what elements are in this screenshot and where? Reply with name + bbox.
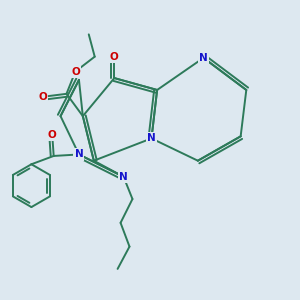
Text: N: N [199, 53, 208, 63]
Text: N: N [119, 172, 128, 182]
Text: O: O [71, 67, 80, 76]
Text: N: N [147, 134, 156, 143]
Text: O: O [48, 130, 57, 140]
Text: O: O [110, 52, 119, 62]
Text: O: O [38, 92, 47, 102]
Text: N: N [75, 149, 83, 160]
